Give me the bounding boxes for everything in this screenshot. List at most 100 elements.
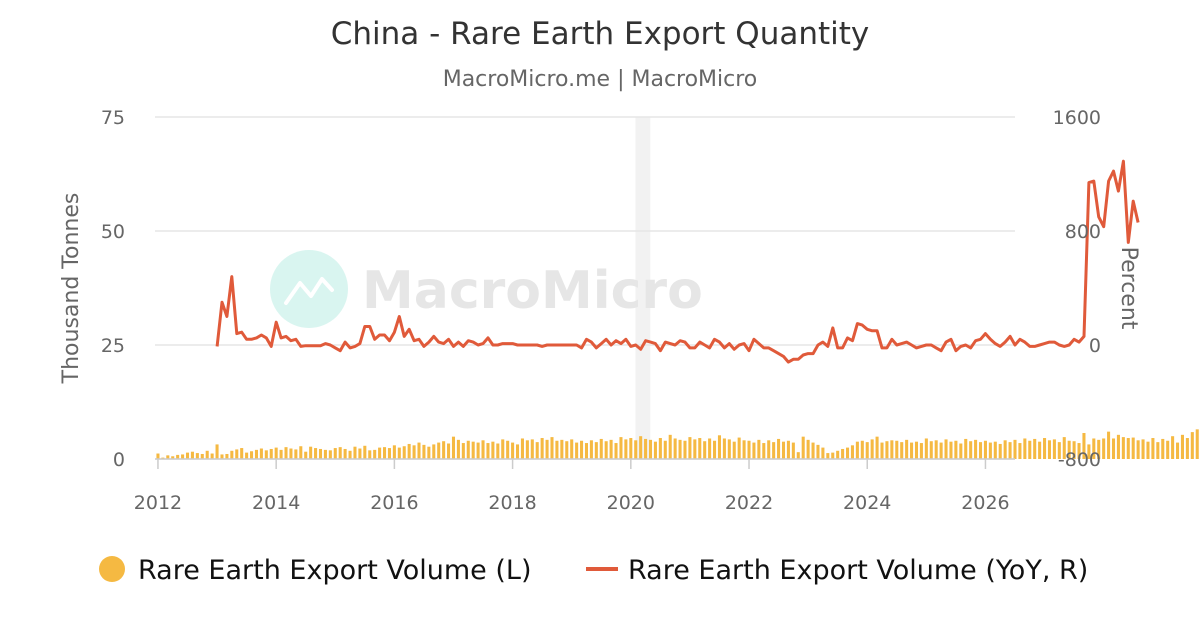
bar [1067, 440, 1071, 459]
bar [762, 443, 766, 459]
bar [466, 440, 470, 459]
bar [796, 452, 800, 459]
bar [727, 439, 731, 459]
bar [954, 440, 958, 459]
bar [432, 444, 436, 459]
right-axis-ticks: -800 0 800 1600 [1053, 107, 1101, 471]
bar [205, 450, 209, 459]
bar [383, 447, 387, 459]
bar [333, 448, 337, 459]
bar [520, 438, 524, 459]
bar [983, 440, 987, 459]
bar [1126, 438, 1130, 459]
bar [481, 440, 485, 459]
bar [358, 448, 362, 459]
bar [1003, 440, 1007, 459]
left-tick-label: 0 [113, 449, 125, 471]
bar [171, 456, 175, 459]
bar [1136, 440, 1140, 459]
bar [816, 444, 820, 459]
bar [318, 448, 323, 459]
bar [1116, 434, 1120, 459]
bar [713, 440, 717, 459]
bar [506, 440, 510, 459]
bar [220, 454, 224, 459]
bar [501, 439, 505, 459]
line-series-yoy [215, 159, 1140, 364]
legend-label-line: Rare Earth Export Volume (YoY, R) [628, 555, 1088, 586]
bar [250, 451, 254, 459]
bar [181, 454, 185, 459]
x-tick-label: 2018 [488, 492, 536, 514]
bar [422, 444, 426, 459]
watermark-text: MacroMicro [362, 261, 703, 321]
bar [648, 439, 653, 459]
bar [895, 440, 899, 459]
bar [919, 443, 923, 459]
right-tick-label: 0 [1089, 335, 1101, 357]
bar [875, 436, 879, 459]
bar [343, 448, 347, 459]
bar [752, 442, 756, 459]
bar [1131, 437, 1135, 459]
legend-item-line[interactable]: Rare Earth Export Volume (YoY, R) [586, 555, 1088, 586]
bar [402, 446, 406, 459]
bar [225, 453, 229, 459]
bar [540, 438, 544, 459]
bar [624, 439, 628, 459]
bar-series [156, 429, 1199, 459]
bar [230, 450, 234, 459]
bar [338, 447, 342, 459]
bar [732, 441, 736, 459]
bar [1121, 437, 1125, 459]
left-tick-label: 25 [101, 335, 125, 357]
bar [328, 450, 332, 459]
bar [939, 442, 943, 459]
bar [1156, 442, 1160, 459]
bar [870, 439, 874, 459]
chart-title: China - Rare Earth Export Quantity [331, 16, 870, 52]
bar [456, 439, 460, 459]
bar [668, 434, 672, 459]
bar [476, 442, 480, 459]
bar [717, 435, 721, 459]
bar [860, 440, 864, 459]
right-tick-label: 1600 [1053, 107, 1101, 129]
bar [274, 447, 278, 459]
bar [240, 448, 244, 459]
bar [1092, 438, 1096, 459]
legend: Rare Earth Export Volume (L) Rare Earth … [99, 555, 1088, 586]
left-axis-ticks: 0 25 50 75 [101, 107, 125, 471]
left-axis-title: Thousand Tonnes [59, 193, 84, 385]
bar [235, 449, 239, 459]
bar [565, 441, 569, 459]
bar [299, 446, 303, 459]
bar [914, 441, 919, 459]
x-tick-label: 2026 [961, 492, 1009, 514]
bar [698, 438, 702, 459]
bar [910, 442, 914, 459]
x-tick-label: 2024 [843, 492, 891, 514]
bar [737, 437, 741, 459]
bar [412, 445, 416, 459]
bar [254, 449, 258, 459]
bar [1028, 440, 1032, 459]
legend-item-bars[interactable]: Rare Earth Export Volume (L) [99, 555, 531, 586]
bar [259, 448, 263, 459]
bar [323, 449, 327, 459]
watermark: MacroMicro [270, 250, 703, 328]
bar [993, 441, 997, 459]
bar [264, 450, 268, 459]
bar [772, 442, 776, 459]
right-axis-title: Percent [1116, 247, 1141, 330]
bar [1111, 438, 1116, 459]
bar [1166, 440, 1170, 459]
bar [959, 443, 963, 459]
bar [865, 442, 869, 459]
bar [781, 441, 786, 459]
bar [156, 453, 160, 459]
bar [314, 448, 318, 459]
bar [900, 442, 904, 459]
bar [653, 441, 657, 459]
